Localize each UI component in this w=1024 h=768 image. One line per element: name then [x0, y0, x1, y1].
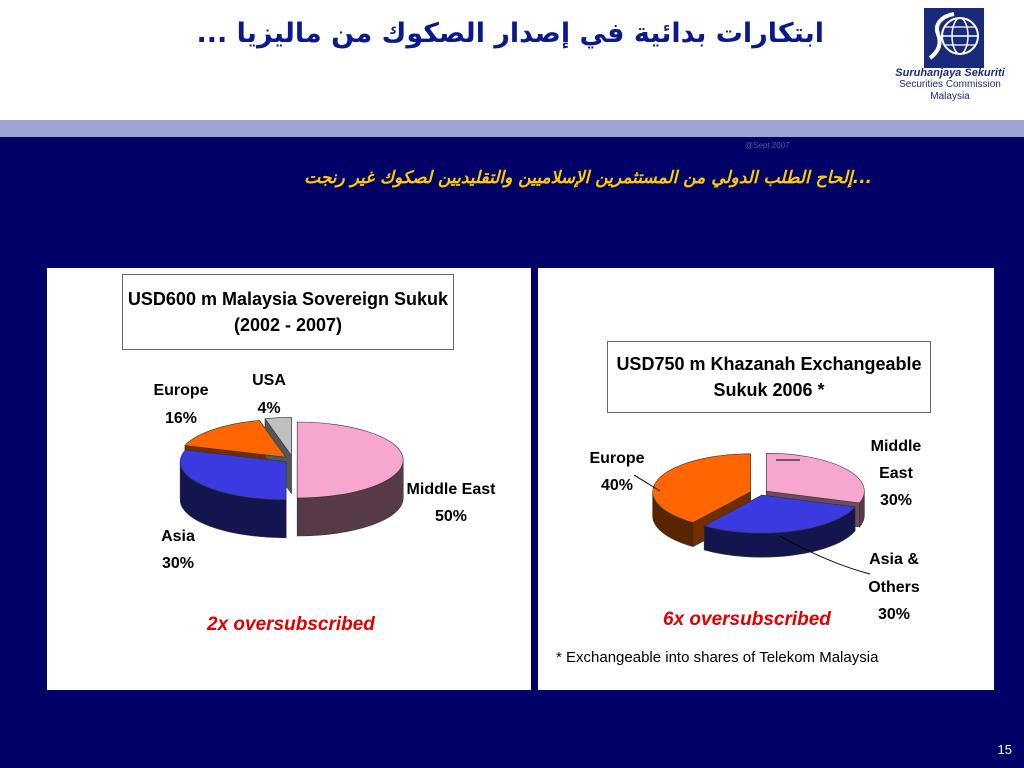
pie-slice-usa	[264, 417, 292, 457]
slice-value-asia: 30%	[878, 606, 910, 623]
slice-value-europe: 40%	[601, 477, 633, 494]
slide-title: ابتكارات بدائية في إصدار الصكوك من ماليز…	[196, 18, 825, 49]
slice-label-asia-line-1: Asia &	[869, 551, 919, 568]
pie-chart-sovereign-sukuk: Europe 16% USA 4% Middle East 50% Asia 3…	[153, 372, 497, 572]
slice-label-asia: Asia	[161, 528, 195, 545]
pie-chart-khazanah-sukuk: Europe 40% Middle East 30% Asia & Others…	[589, 438, 922, 623]
logo-line-2: Securities Commission	[899, 79, 1001, 90]
slice-label-middle-east-line-1: Middle	[871, 438, 922, 455]
logo-text: Suruhanjaya Sekuriti Securities Commissi…	[880, 67, 1020, 103]
slice-label-europe: Europe	[589, 450, 644, 467]
header-stripe	[0, 120, 1024, 137]
pie-slice-middle-east	[766, 452, 865, 504]
pie-slice-europe	[184, 420, 287, 458]
slide-subtitle: ...إلحاح الطلب الدولي من المستثمرين الإس…	[304, 168, 872, 188]
pie-slice-middle-east	[296, 421, 404, 499]
slice-value-europe: 16%	[165, 410, 197, 427]
pie-slice-asia-others	[703, 494, 856, 534]
slice-label-europe: Europe	[153, 382, 208, 399]
slice-label-asia-line-2: Others	[868, 579, 920, 596]
slice-value-usa: 4%	[257, 400, 280, 417]
pie-slice-asia	[179, 449, 287, 501]
chart-title-line-1: USD600 m Malaysia Sovereign Sukuk	[127, 289, 449, 309]
slice-label-usa: USA	[252, 372, 286, 389]
oversubscribed-note-1: 2x oversubscribed	[207, 614, 375, 635]
chart-panel-khazanah-sukuk: USD750 m Khazanah Exchangeable Sukuk 200…	[538, 268, 994, 690]
pie-slice-europe	[652, 453, 751, 523]
leader-line-asia	[779, 535, 871, 575]
leader-line-europe	[633, 474, 661, 492]
logo-line-1: Suruhanjaya Sekuriti	[895, 67, 1005, 79]
logo-line-3: Malaysia	[930, 91, 970, 102]
slice-label-middle-east: Middle East	[407, 481, 497, 498]
slice-label-middle-east-line-2: East	[879, 465, 913, 482]
slide-header: ابتكارات بدائية في إصدار الصكوك من ماليز…	[0, 0, 1024, 120]
chart-title-line-1: USD750 m Khazanah Exchangeable	[616, 354, 922, 374]
date-stamp: @Sept 2007	[745, 141, 790, 150]
chart-panel-sovereign-sukuk: USD600 m Malaysia Sovereign Sukuk (2002 …	[47, 268, 531, 690]
chart-title-box: USD600 m Malaysia Sovereign Sukuk (2002 …	[122, 274, 454, 350]
chart-title-line-2: Sukuk 2006 *	[713, 380, 825, 400]
slice-value-asia: 30%	[162, 555, 194, 572]
slice-value-middle-east: 50%	[435, 508, 467, 525]
page-number: 15	[997, 742, 1012, 757]
chart-title-box: USD750 m Khazanah Exchangeable Sukuk 200…	[607, 341, 931, 413]
oversubscribed-note-2: 6x oversubscribed	[663, 609, 831, 630]
exchangeable-footnote: * Exchangeable into shares of Telekom Ma…	[556, 649, 879, 666]
chart-title-line-2: (2002 - 2007)	[233, 315, 343, 335]
securities-commission-logo-icon	[924, 8, 984, 68]
slice-value-middle-east: 30%	[880, 492, 912, 509]
